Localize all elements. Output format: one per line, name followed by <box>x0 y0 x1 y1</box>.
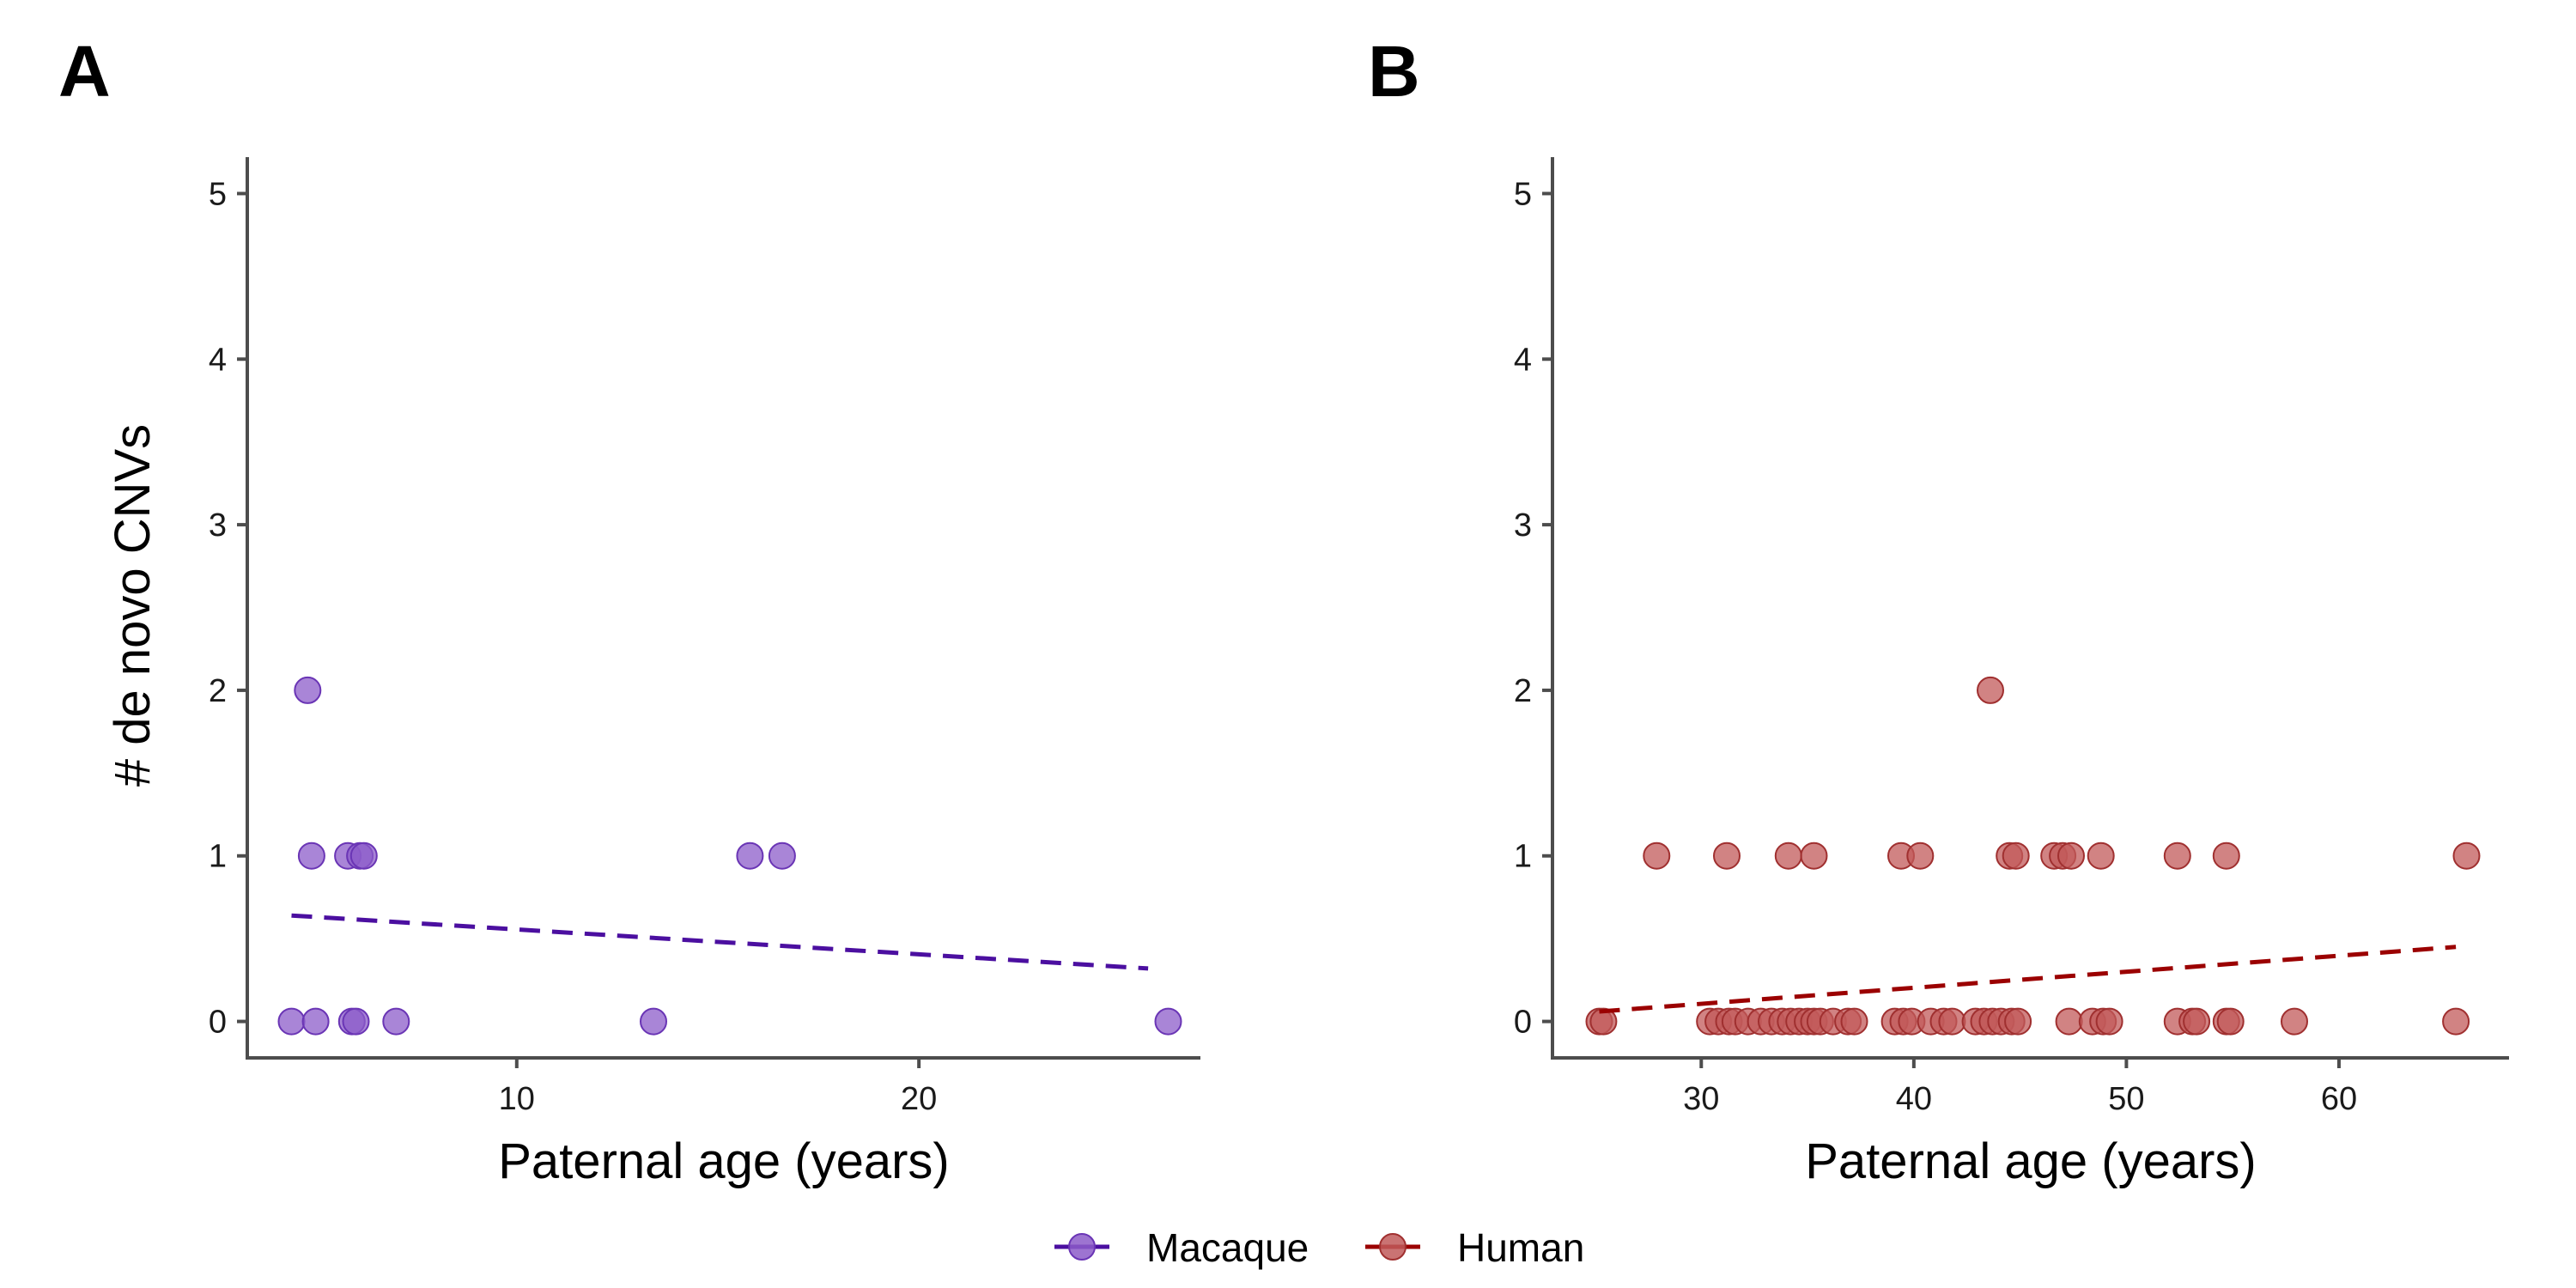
legend: Macaque Human <box>1054 1225 1584 1270</box>
x-tick-label: 30 <box>1683 1081 1719 1117</box>
human-trend-line <box>1599 945 2457 1014</box>
x-tick-label: 60 <box>2321 1081 2357 1117</box>
human-point <box>2212 841 2240 870</box>
panel-a-y-axis-title: # de novo CNVs <box>105 424 161 787</box>
y-tick-label: 0 <box>1514 1005 1532 1041</box>
human-point <box>1589 1007 1618 1036</box>
human-point <box>1774 841 1802 870</box>
y-tick-label: 4 <box>1514 342 1532 378</box>
y-tick-label: 4 <box>209 342 227 378</box>
x-tick-label: 50 <box>2108 1081 2144 1117</box>
human-point <box>2055 1007 2083 1036</box>
human-point <box>2002 841 2030 870</box>
legend-label-human: Human <box>1457 1225 1584 1270</box>
human-point <box>1938 1007 1966 1036</box>
y-tick-label: 5 <box>209 176 227 212</box>
macaque-point <box>277 1007 306 1036</box>
macaque-point <box>640 1007 667 1036</box>
y-tick-label: 1 <box>1514 839 1532 875</box>
human-point <box>2183 1007 2211 1036</box>
human-point <box>2216 1007 2245 1036</box>
macaque-point <box>382 1007 410 1036</box>
macaque-point <box>736 841 764 870</box>
human-point <box>2442 1007 2470 1036</box>
x-tick-label: 40 <box>1896 1081 1932 1117</box>
panel-label-b: B <box>1368 31 1420 112</box>
human-points <box>1585 676 2481 1036</box>
human-point <box>1840 1007 1868 1036</box>
macaque-point <box>342 1007 370 1036</box>
human-point <box>1977 676 2004 704</box>
y-tick-label: 5 <box>1514 176 1532 212</box>
human-point <box>1713 841 1741 870</box>
legend-item-macaque: Macaque <box>1054 1225 1309 1270</box>
panel-a-x-ticks: 10 20 <box>499 1058 937 1117</box>
panel-a: A 0 1 2 3 4 5 10 20 Paternal age (years) # de … <box>58 31 1200 1189</box>
x-tick-label: 10 <box>499 1081 535 1117</box>
panel-b: B 0 1 2 3 4 5 30 40 50 60 Paternal age (years) <box>1368 31 2509 1189</box>
macaque-point <box>349 841 378 870</box>
legend-macaque-swatch <box>1068 1233 1096 1261</box>
human-point <box>2057 841 2085 870</box>
y-tick-label: 2 <box>1514 673 1532 709</box>
x-tick-label: 20 <box>901 1081 937 1117</box>
human-point <box>1643 841 1671 870</box>
legend-label-macaque: Macaque <box>1146 1225 1309 1270</box>
macaque-point <box>768 841 796 870</box>
legend-human-swatch <box>1379 1233 1406 1261</box>
panel-label-a: A <box>58 31 111 112</box>
macaque-point <box>294 676 322 704</box>
y-tick-label: 3 <box>209 507 227 544</box>
human-point <box>2087 841 2115 870</box>
macaque-point <box>301 1007 330 1036</box>
panel-b-x-ticks: 30 40 50 60 <box>1683 1058 2357 1117</box>
macaque-points <box>277 676 1182 1036</box>
legend-item-human: Human <box>1365 1225 1584 1270</box>
panel-b-x-axis-title: Paternal age (years) <box>1805 1133 2256 1189</box>
y-tick-label: 1 <box>209 839 227 875</box>
macaque-point <box>1154 1007 1182 1036</box>
y-tick-label: 0 <box>209 1005 227 1041</box>
human-point <box>2095 1007 2123 1036</box>
panel-a-x-axis-title: Paternal age (years) <box>498 1133 949 1189</box>
macaque-point <box>297 841 325 870</box>
human-point <box>2004 1007 2032 1036</box>
y-tick-label: 3 <box>1514 507 1532 544</box>
human-point <box>1800 841 1828 870</box>
human-point <box>1906 841 1935 870</box>
human-point <box>2281 1007 2308 1036</box>
human-point <box>2452 841 2481 870</box>
panel-b-y-ticks: 0 1 2 3 4 5 <box>1514 176 1552 1041</box>
macaque-trend-line <box>291 913 1149 971</box>
panel-a-y-ticks: 0 1 2 3 4 5 <box>209 176 247 1041</box>
human-point <box>2163 841 2191 870</box>
y-tick-label: 2 <box>209 673 227 709</box>
